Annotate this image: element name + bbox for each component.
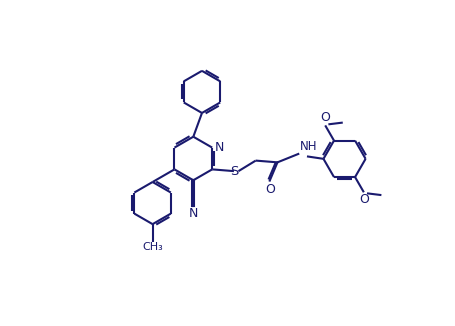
Text: NH: NH bbox=[299, 140, 317, 153]
Text: S: S bbox=[230, 165, 238, 178]
Text: O: O bbox=[264, 183, 274, 196]
Text: CH₃: CH₃ bbox=[142, 243, 162, 252]
Text: O: O bbox=[359, 193, 368, 206]
Text: O: O bbox=[319, 111, 329, 124]
Text: N: N bbox=[214, 141, 224, 154]
Text: N: N bbox=[188, 207, 197, 220]
